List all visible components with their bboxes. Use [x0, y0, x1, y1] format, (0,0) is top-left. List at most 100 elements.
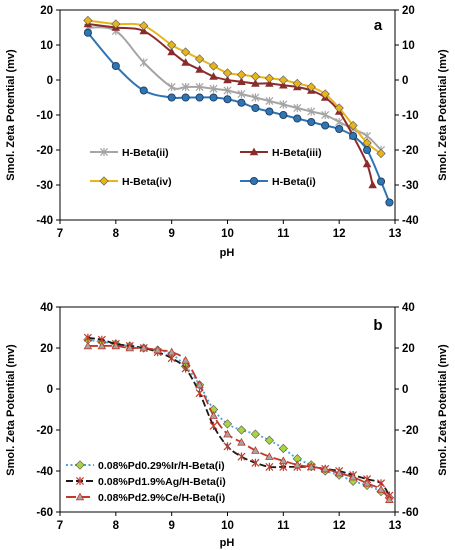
- legend-label: 0.08%Pd0.29%Ir/H-Beta(i): [98, 460, 225, 472]
- data-point-0-08-pd2-9-ce-h-beta-i: [362, 478, 372, 487]
- legend-swatch-marker: [75, 492, 85, 501]
- data-point-0-08-pd2-9-ce-h-beta-i: [223, 429, 232, 438]
- panel-label-a: a: [374, 17, 383, 34]
- legend-label: 0.08%Pd2.9%Ce/H-Beta(i): [98, 492, 225, 504]
- y-tick-label-left: 40: [40, 302, 53, 314]
- y-tick-label-left: -20: [36, 145, 53, 157]
- legend-swatch-marker: [99, 147, 109, 157]
- x-tick-label: 13: [389, 520, 402, 532]
- data-point-h-beta-iv: [139, 21, 149, 31]
- data-point-h-beta-ii: [251, 93, 260, 102]
- data-point-h-beta-iv: [264, 73, 274, 83]
- legend-label: H-Beta(ii): [122, 147, 169, 159]
- data-point-0-08-pd0-29-ir-h-beta-i: [250, 429, 261, 439]
- data-point-0-08-pd0-29-ir-h-beta-i: [236, 425, 247, 435]
- x-tick-label: 11: [277, 520, 290, 532]
- data-point-h-beta-ii: [195, 82, 204, 92]
- y-tick-label-left: -10: [36, 110, 53, 122]
- data-point-h-beta-ii: [307, 107, 316, 116]
- legend-item-0-08-pd0-29-ir-h-beta-i: 0.08%Pd0.29%Ir/H-Beta(i): [66, 460, 225, 472]
- x-tick-label: 9: [168, 228, 174, 240]
- data-point-h-beta-iii: [139, 26, 149, 35]
- data-point-h-beta-ii: [181, 82, 190, 92]
- data-point-h-beta-i: [335, 124, 344, 134]
- data-point-h-beta-iii: [181, 58, 190, 66]
- data-point-0-08-pd2-9-ce-h-beta-i: [167, 347, 176, 356]
- data-point-h-beta-i: [279, 110, 288, 120]
- y-tick-label-left: -30: [36, 180, 53, 192]
- x-axis-title-b: pH: [220, 537, 235, 549]
- data-point-h-beta-iii: [251, 79, 260, 87]
- data-point-0-08-pd2-9-ce-h-beta-i: [320, 464, 330, 473]
- y-tick-label-right: -40: [402, 215, 419, 227]
- data-point-h-beta-ii: [223, 86, 232, 95]
- data-point-h-beta-i: [237, 98, 246, 107]
- data-point-h-beta-iv: [208, 61, 219, 71]
- y-tick-label-right: -20: [402, 425, 419, 437]
- legend-a: H-Beta(ii) H-Beta(iii) H-Beta(iv) H-Beta(i): [90, 147, 322, 188]
- plot-area-a: [59, 9, 396, 221]
- data-point-0-08-pd1-9-ag-h-beta-i: [181, 364, 190, 373]
- data-point-0-08-pd1-9-ag-h-beta-i: [223, 442, 232, 451]
- data-point-h-beta-iv: [320, 89, 330, 99]
- legend-label: H-Beta(iii): [272, 147, 322, 159]
- data-point-h-beta-i: [385, 198, 394, 207]
- y-tick-label-right: -20: [402, 145, 419, 157]
- y-tick-label-left: -40: [36, 466, 53, 478]
- data-point-h-beta-iv: [111, 19, 121, 29]
- y-tick-label-left: 20: [40, 5, 53, 17]
- y-tick-label-right: 0: [402, 75, 408, 87]
- data-point-0-08-pd2-9-ce-h-beta-i: [385, 495, 394, 503]
- data-point-h-beta-i: [209, 93, 218, 102]
- legend-item-h-beta-i: H-Beta(i): [240, 176, 316, 188]
- y-tick-label-left: 0: [47, 75, 53, 87]
- data-point-h-beta-iii: [167, 47, 176, 56]
- data-point-0-08-pd0-29-ir-h-beta-i: [278, 443, 288, 454]
- y-tick-label-right: -30: [402, 180, 419, 192]
- data-point-h-beta-iv: [334, 103, 344, 113]
- data-point-h-beta-iv: [376, 148, 386, 159]
- data-point-h-beta-iv: [194, 54, 205, 64]
- data-point-0-08-pd2-9-ce-h-beta-i: [111, 341, 121, 350]
- y-tick-label-right: -10: [402, 110, 419, 122]
- data-point-0-08-pd2-9-ce-h-beta-i: [97, 341, 107, 350]
- data-point-0-08-pd2-9-ce-h-beta-i: [348, 472, 358, 481]
- data-point-0-08-pd2-9-ce-h-beta-i: [209, 411, 218, 419]
- data-point-0-08-pd2-9-ce-h-beta-i: [237, 437, 246, 446]
- y-axis-title-left-b: Smol. Zeta Potential (mv): [5, 344, 17, 476]
- legend-item-h-beta-iii: H-Beta(iii): [240, 147, 322, 159]
- data-point-0-08-pd1-9-ag-h-beta-i: [209, 421, 218, 430]
- data-point-0-08-pd1-9-ag-h-beta-i: [279, 462, 288, 471]
- y-axis-title-right-a: Smol. Zeta Potential (mv): [437, 49, 449, 181]
- y-tick-label-right: -60: [402, 507, 419, 519]
- data-point-0-08-pd2-9-ce-h-beta-i: [293, 460, 302, 469]
- panel-label-b: b: [373, 317, 382, 334]
- data-point-0-08-pd2-9-ce-h-beta-i: [334, 468, 344, 477]
- data-point-0-08-pd2-9-ce-h-beta-i: [376, 485, 386, 493]
- data-point-h-beta-iii: [237, 77, 246, 86]
- data-point-h-beta-iii: [195, 65, 204, 73]
- data-point-0-08-pd2-9-ce-h-beta-i: [139, 343, 149, 352]
- data-point-h-beta-iii: [223, 75, 232, 84]
- data-point-h-beta-iv: [348, 120, 358, 131]
- data-point-0-08-pd2-9-ce-h-beta-i: [279, 456, 288, 465]
- legend-item-h-beta-iv: H-Beta(iv): [90, 176, 172, 188]
- legend-label: H-Beta(iv): [122, 176, 172, 188]
- series-group-b: [83, 333, 395, 503]
- data-point-h-beta-i: [349, 131, 358, 141]
- legend-b: 0.08%Pd0.29%Ir/H-Beta(i) 0.08%Pd1.9%Ag/H-…: [66, 460, 226, 504]
- data-point-h-beta-i: [265, 107, 274, 116]
- data-point-h-beta-i: [251, 103, 260, 113]
- y-tick-label-left: -60: [36, 507, 53, 519]
- x-tick-label: 10: [221, 228, 234, 240]
- data-point-0-08-pd0-29-ir-h-beta-i: [264, 435, 274, 445]
- data-point-0-08-pd0-29-ir-h-beta-i: [222, 419, 233, 429]
- data-point-h-beta-i: [223, 95, 232, 104]
- legend-label: H-Beta(i): [272, 176, 316, 188]
- x-tick-label: 8: [113, 520, 120, 532]
- data-point-0-08-pd1-9-ag-h-beta-i: [265, 462, 274, 471]
- data-point-h-beta-i: [83, 28, 92, 37]
- data-point-0-08-pd2-9-ce-h-beta-i: [265, 452, 274, 460]
- y-tick-label-left: -20: [36, 425, 53, 437]
- data-point-h-beta-iii: [362, 159, 372, 168]
